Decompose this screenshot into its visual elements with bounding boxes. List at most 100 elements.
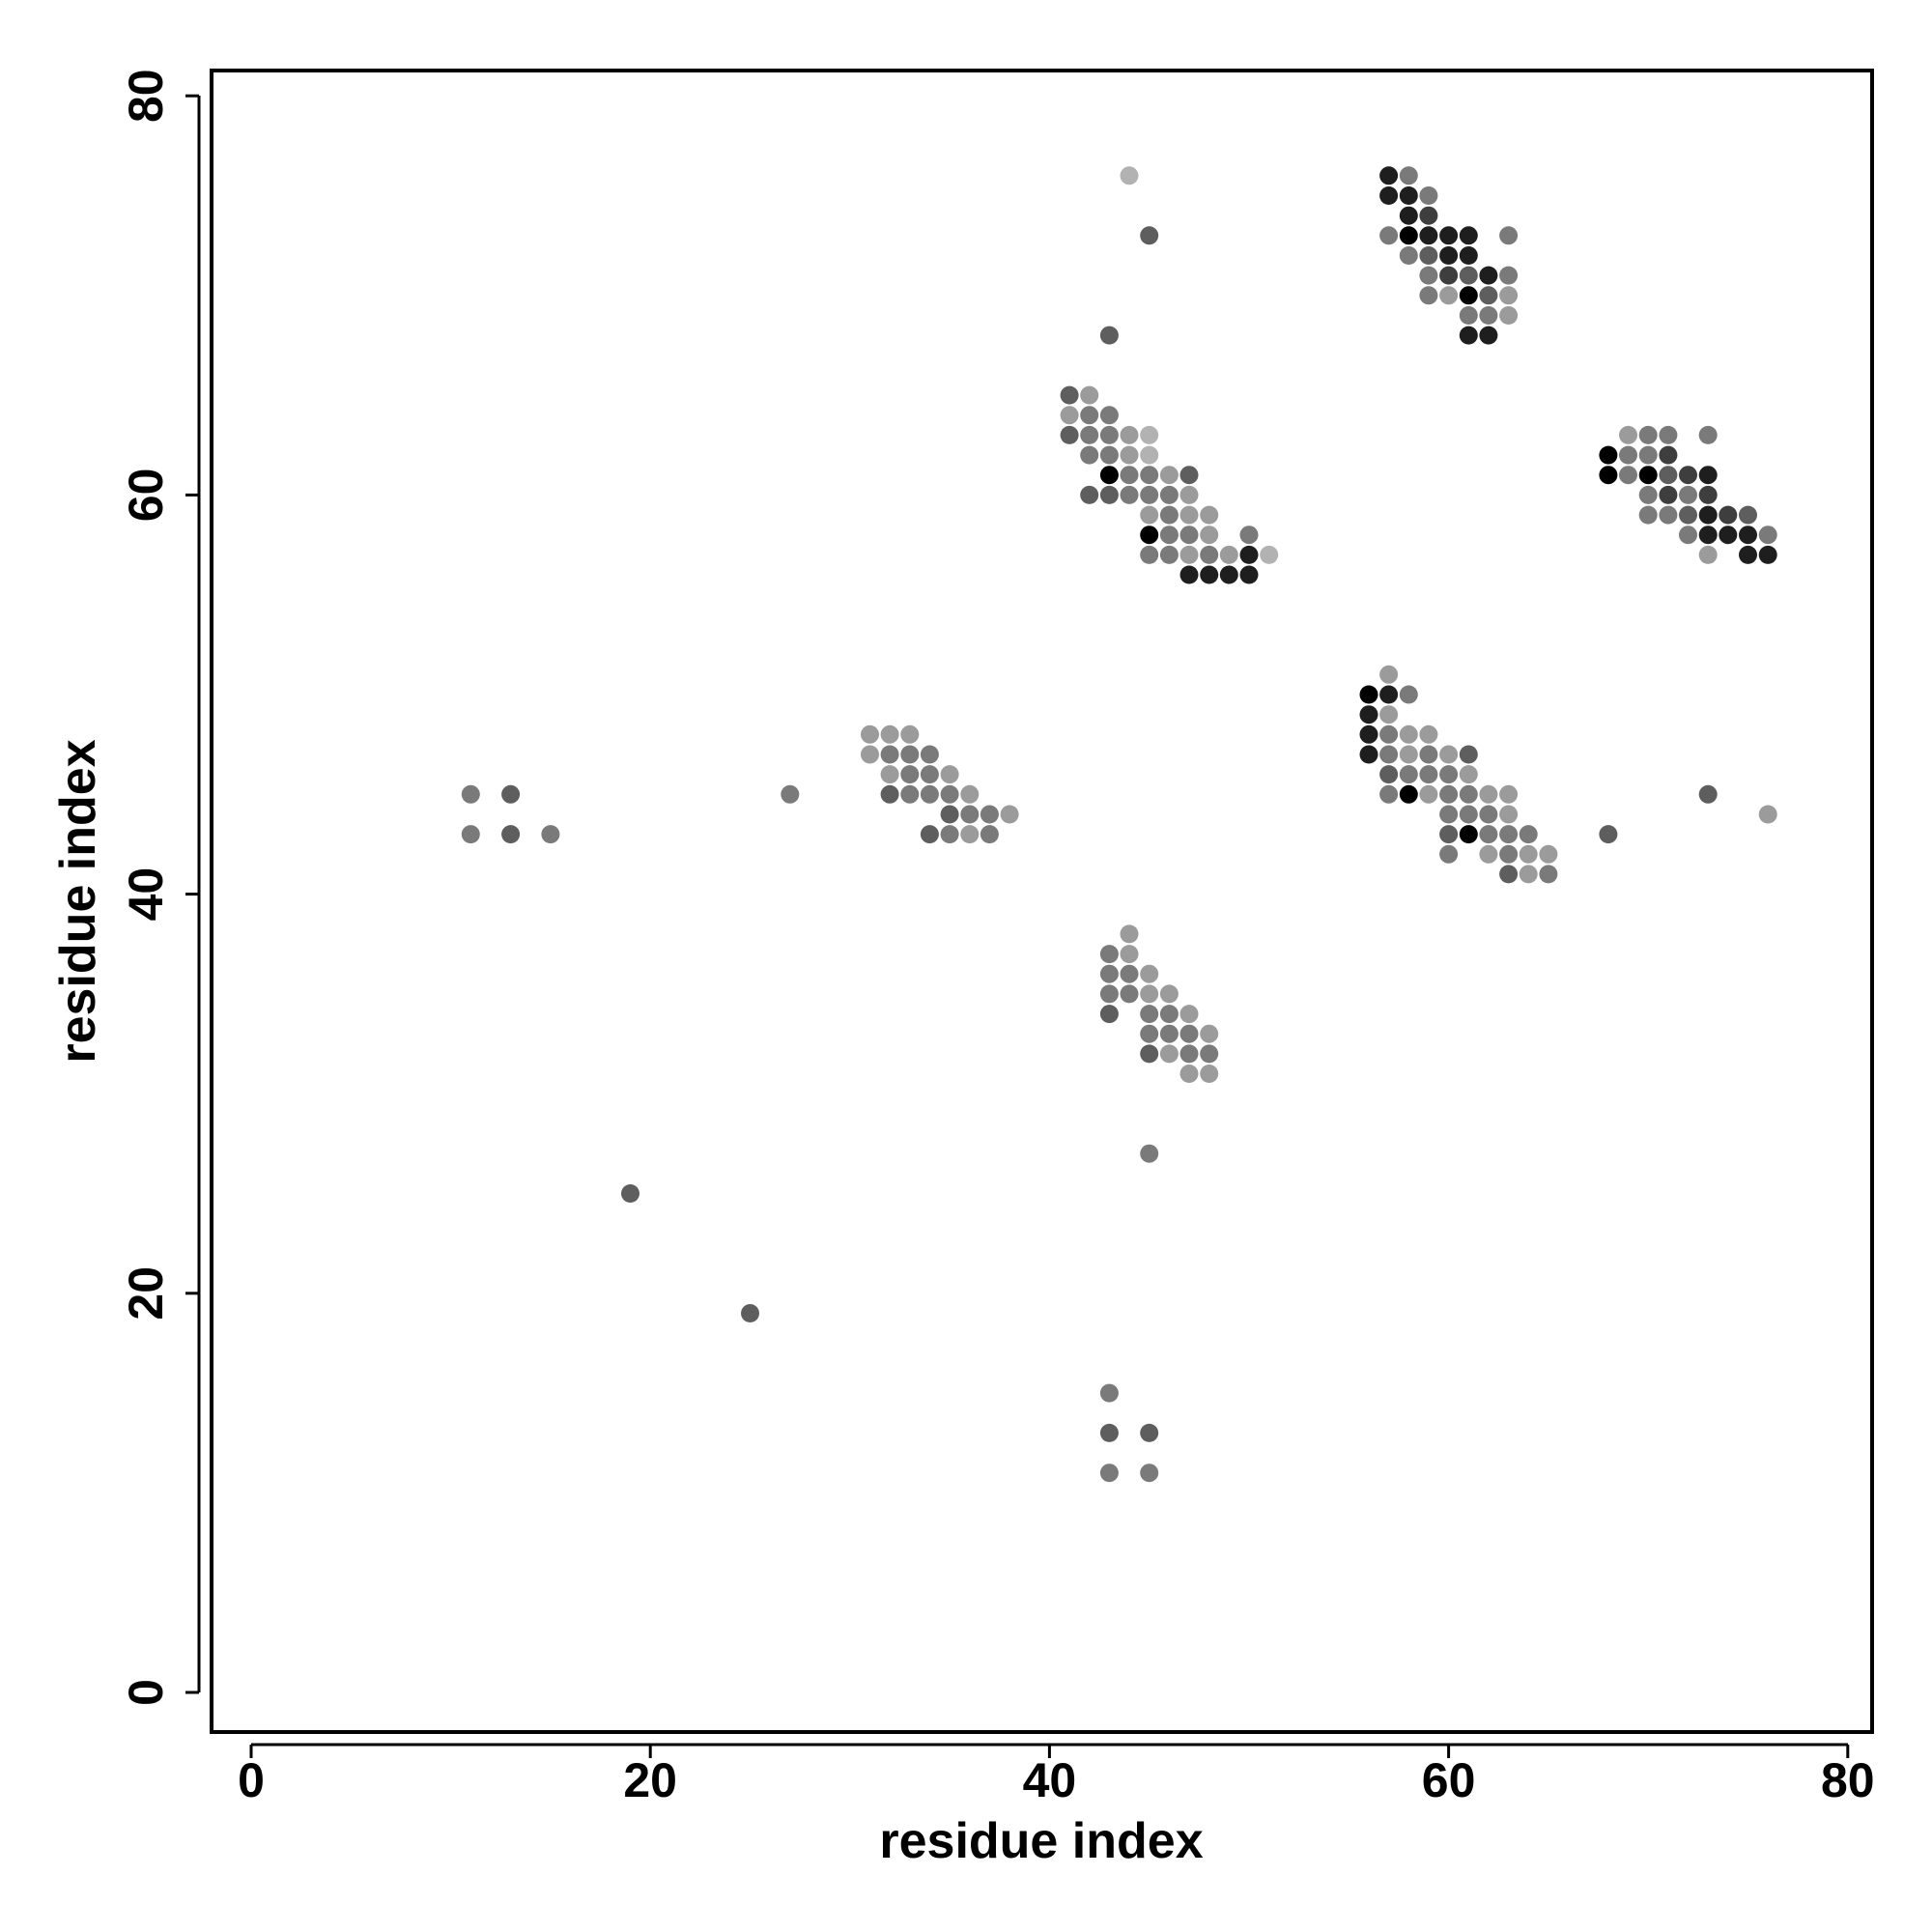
data-point	[1419, 784, 1438, 804]
data-point	[1459, 266, 1478, 285]
data-point	[1200, 1065, 1219, 1083]
data-point	[1679, 526, 1697, 545]
data-point	[621, 1184, 639, 1203]
data-point	[1379, 685, 1399, 704]
data-point	[1140, 526, 1159, 545]
data-point	[1499, 865, 1519, 884]
data-point	[1200, 1024, 1219, 1043]
data-point	[1379, 784, 1399, 804]
data-point	[1219, 565, 1238, 584]
data-point	[1080, 406, 1099, 425]
data-point	[1459, 226, 1478, 245]
data-point	[1159, 545, 1179, 564]
y-tick-label: 0	[119, 1679, 173, 1706]
data-point	[1140, 505, 1159, 525]
data-point	[1419, 724, 1438, 744]
data-point	[1099, 466, 1119, 485]
data-point	[900, 765, 920, 784]
x-axis-title: residue index	[879, 1813, 1203, 1869]
y-tick-label: 40	[119, 867, 173, 922]
data-point	[1099, 326, 1119, 345]
data-point	[1179, 545, 1199, 564]
data-point	[1120, 425, 1139, 444]
data-point	[920, 825, 939, 844]
x-tick-label: 60	[1422, 1753, 1476, 1807]
data-point	[1399, 724, 1418, 744]
data-point	[1599, 445, 1618, 465]
y-tick-label: 20	[119, 1266, 173, 1321]
data-point	[1140, 445, 1159, 465]
data-point	[1239, 545, 1259, 564]
data-point	[1679, 485, 1697, 504]
data-point	[1619, 445, 1637, 465]
data-point	[920, 765, 939, 784]
data-point	[1459, 825, 1478, 844]
data-point	[1698, 425, 1718, 444]
data-point	[980, 805, 999, 824]
data-point	[1698, 545, 1718, 564]
data-point	[1698, 485, 1718, 504]
data-point	[1479, 326, 1498, 345]
data-point	[1080, 485, 1099, 504]
data-point	[1379, 745, 1399, 764]
data-point	[1659, 445, 1678, 465]
data-point	[1140, 545, 1159, 564]
x-axis: 0 20 40 60 80	[238, 1743, 1875, 1807]
data-point	[1399, 246, 1418, 265]
data-point	[1399, 166, 1418, 185]
data-point	[1379, 186, 1399, 205]
data-point	[1060, 406, 1079, 425]
data-point	[741, 1304, 759, 1322]
data-point	[1399, 765, 1418, 784]
data-point	[960, 784, 980, 804]
data-point	[1159, 485, 1179, 504]
data-point	[1359, 685, 1378, 704]
data-point	[1399, 206, 1418, 225]
data-point	[1359, 745, 1378, 764]
data-point	[1439, 844, 1459, 864]
x-tick-label: 40	[1023, 1753, 1077, 1807]
data-point	[1379, 665, 1399, 684]
data-point	[1638, 505, 1658, 525]
data-point	[1200, 545, 1219, 564]
data-point	[1698, 505, 1718, 525]
data-point	[1739, 505, 1757, 525]
data-point	[1359, 705, 1378, 724]
data-point	[1659, 466, 1678, 485]
data-point	[900, 724, 920, 744]
data-point	[1159, 1005, 1179, 1024]
data-point	[1099, 1463, 1119, 1483]
data-point	[1439, 805, 1459, 824]
data-point	[1140, 466, 1159, 485]
data-point	[1379, 705, 1399, 724]
data-point	[1539, 844, 1558, 864]
data-point	[1099, 406, 1119, 425]
data-point	[1099, 964, 1119, 983]
data-point	[1099, 1423, 1119, 1442]
data-point	[1459, 745, 1478, 764]
data-point	[1719, 526, 1738, 545]
data-point	[1120, 924, 1139, 944]
data-point	[1758, 526, 1777, 545]
x-tick-label: 0	[238, 1753, 265, 1807]
data-point	[1080, 445, 1099, 465]
data-point	[1159, 526, 1179, 545]
y-axis-title: residue index	[50, 739, 106, 1063]
data-point	[1179, 1005, 1199, 1024]
data-point	[1200, 526, 1219, 545]
data-point	[1739, 545, 1757, 564]
data-points	[461, 166, 1777, 1483]
data-point	[960, 805, 980, 824]
data-point	[1120, 166, 1139, 185]
data-point	[1000, 805, 1019, 824]
data-point	[1479, 286, 1498, 305]
data-point	[1499, 306, 1519, 325]
data-point	[1200, 565, 1219, 584]
data-point	[1080, 425, 1099, 444]
data-point	[1200, 505, 1219, 525]
data-point	[461, 784, 480, 804]
data-point	[1120, 445, 1139, 465]
data-point	[1439, 745, 1459, 764]
data-point	[1638, 466, 1658, 485]
data-point	[940, 784, 959, 804]
